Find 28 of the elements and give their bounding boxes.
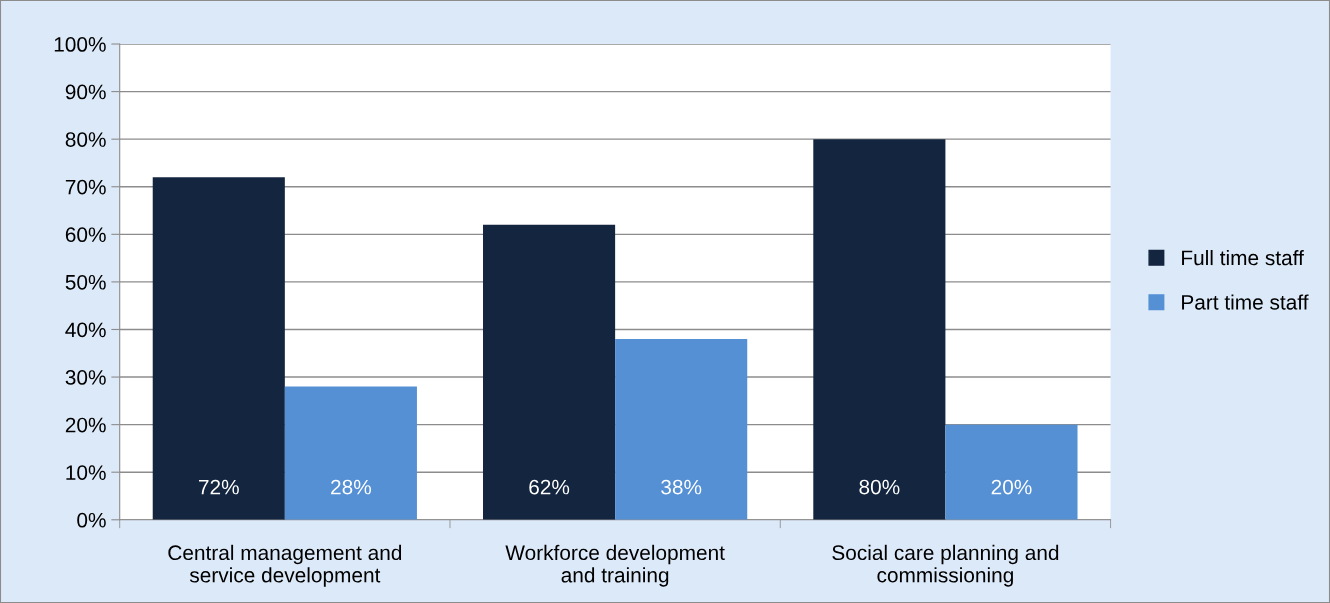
- legend-label: Part time staff: [1182, 294, 1309, 310]
- data-label: 62%: [529, 479, 570, 495]
- x-tick-label: Workforce development and training: [505, 544, 725, 587]
- bar: [483, 224, 616, 520]
- bar: [284, 386, 417, 520]
- x-tick-label: Social care planning and commissioning: [832, 544, 1059, 587]
- y-tick-label: 60%: [65, 227, 106, 243]
- bar: [152, 177, 285, 520]
- y-tick-label: 90%: [65, 84, 106, 100]
- y-tick-label: 30%: [65, 370, 106, 385]
- y-tick-label: 20%: [65, 417, 106, 433]
- bar: [813, 139, 946, 520]
- y-tick-label: 0%: [77, 512, 106, 528]
- y-tick-label: 80%: [65, 132, 106, 147]
- legend-label: Full time staff: [1182, 249, 1304, 266]
- y-tick-label: 10%: [66, 465, 106, 480]
- data-label: 20%: [991, 479, 1032, 495]
- bar: [945, 424, 1078, 520]
- bar: [615, 338, 748, 520]
- y-tick-label: 100%: [54, 37, 106, 52]
- data-label: 38%: [661, 479, 702, 495]
- data-label: 80%: [859, 479, 900, 495]
- data-label: 72%: [199, 479, 239, 495]
- y-tick-label: 70%: [65, 179, 106, 195]
- y-tick-label: 50%: [65, 274, 106, 290]
- data-label: 28%: [331, 479, 372, 495]
- x-tick-label: Central management and service development: [168, 544, 402, 587]
- y-tick-label: 40%: [65, 322, 106, 338]
